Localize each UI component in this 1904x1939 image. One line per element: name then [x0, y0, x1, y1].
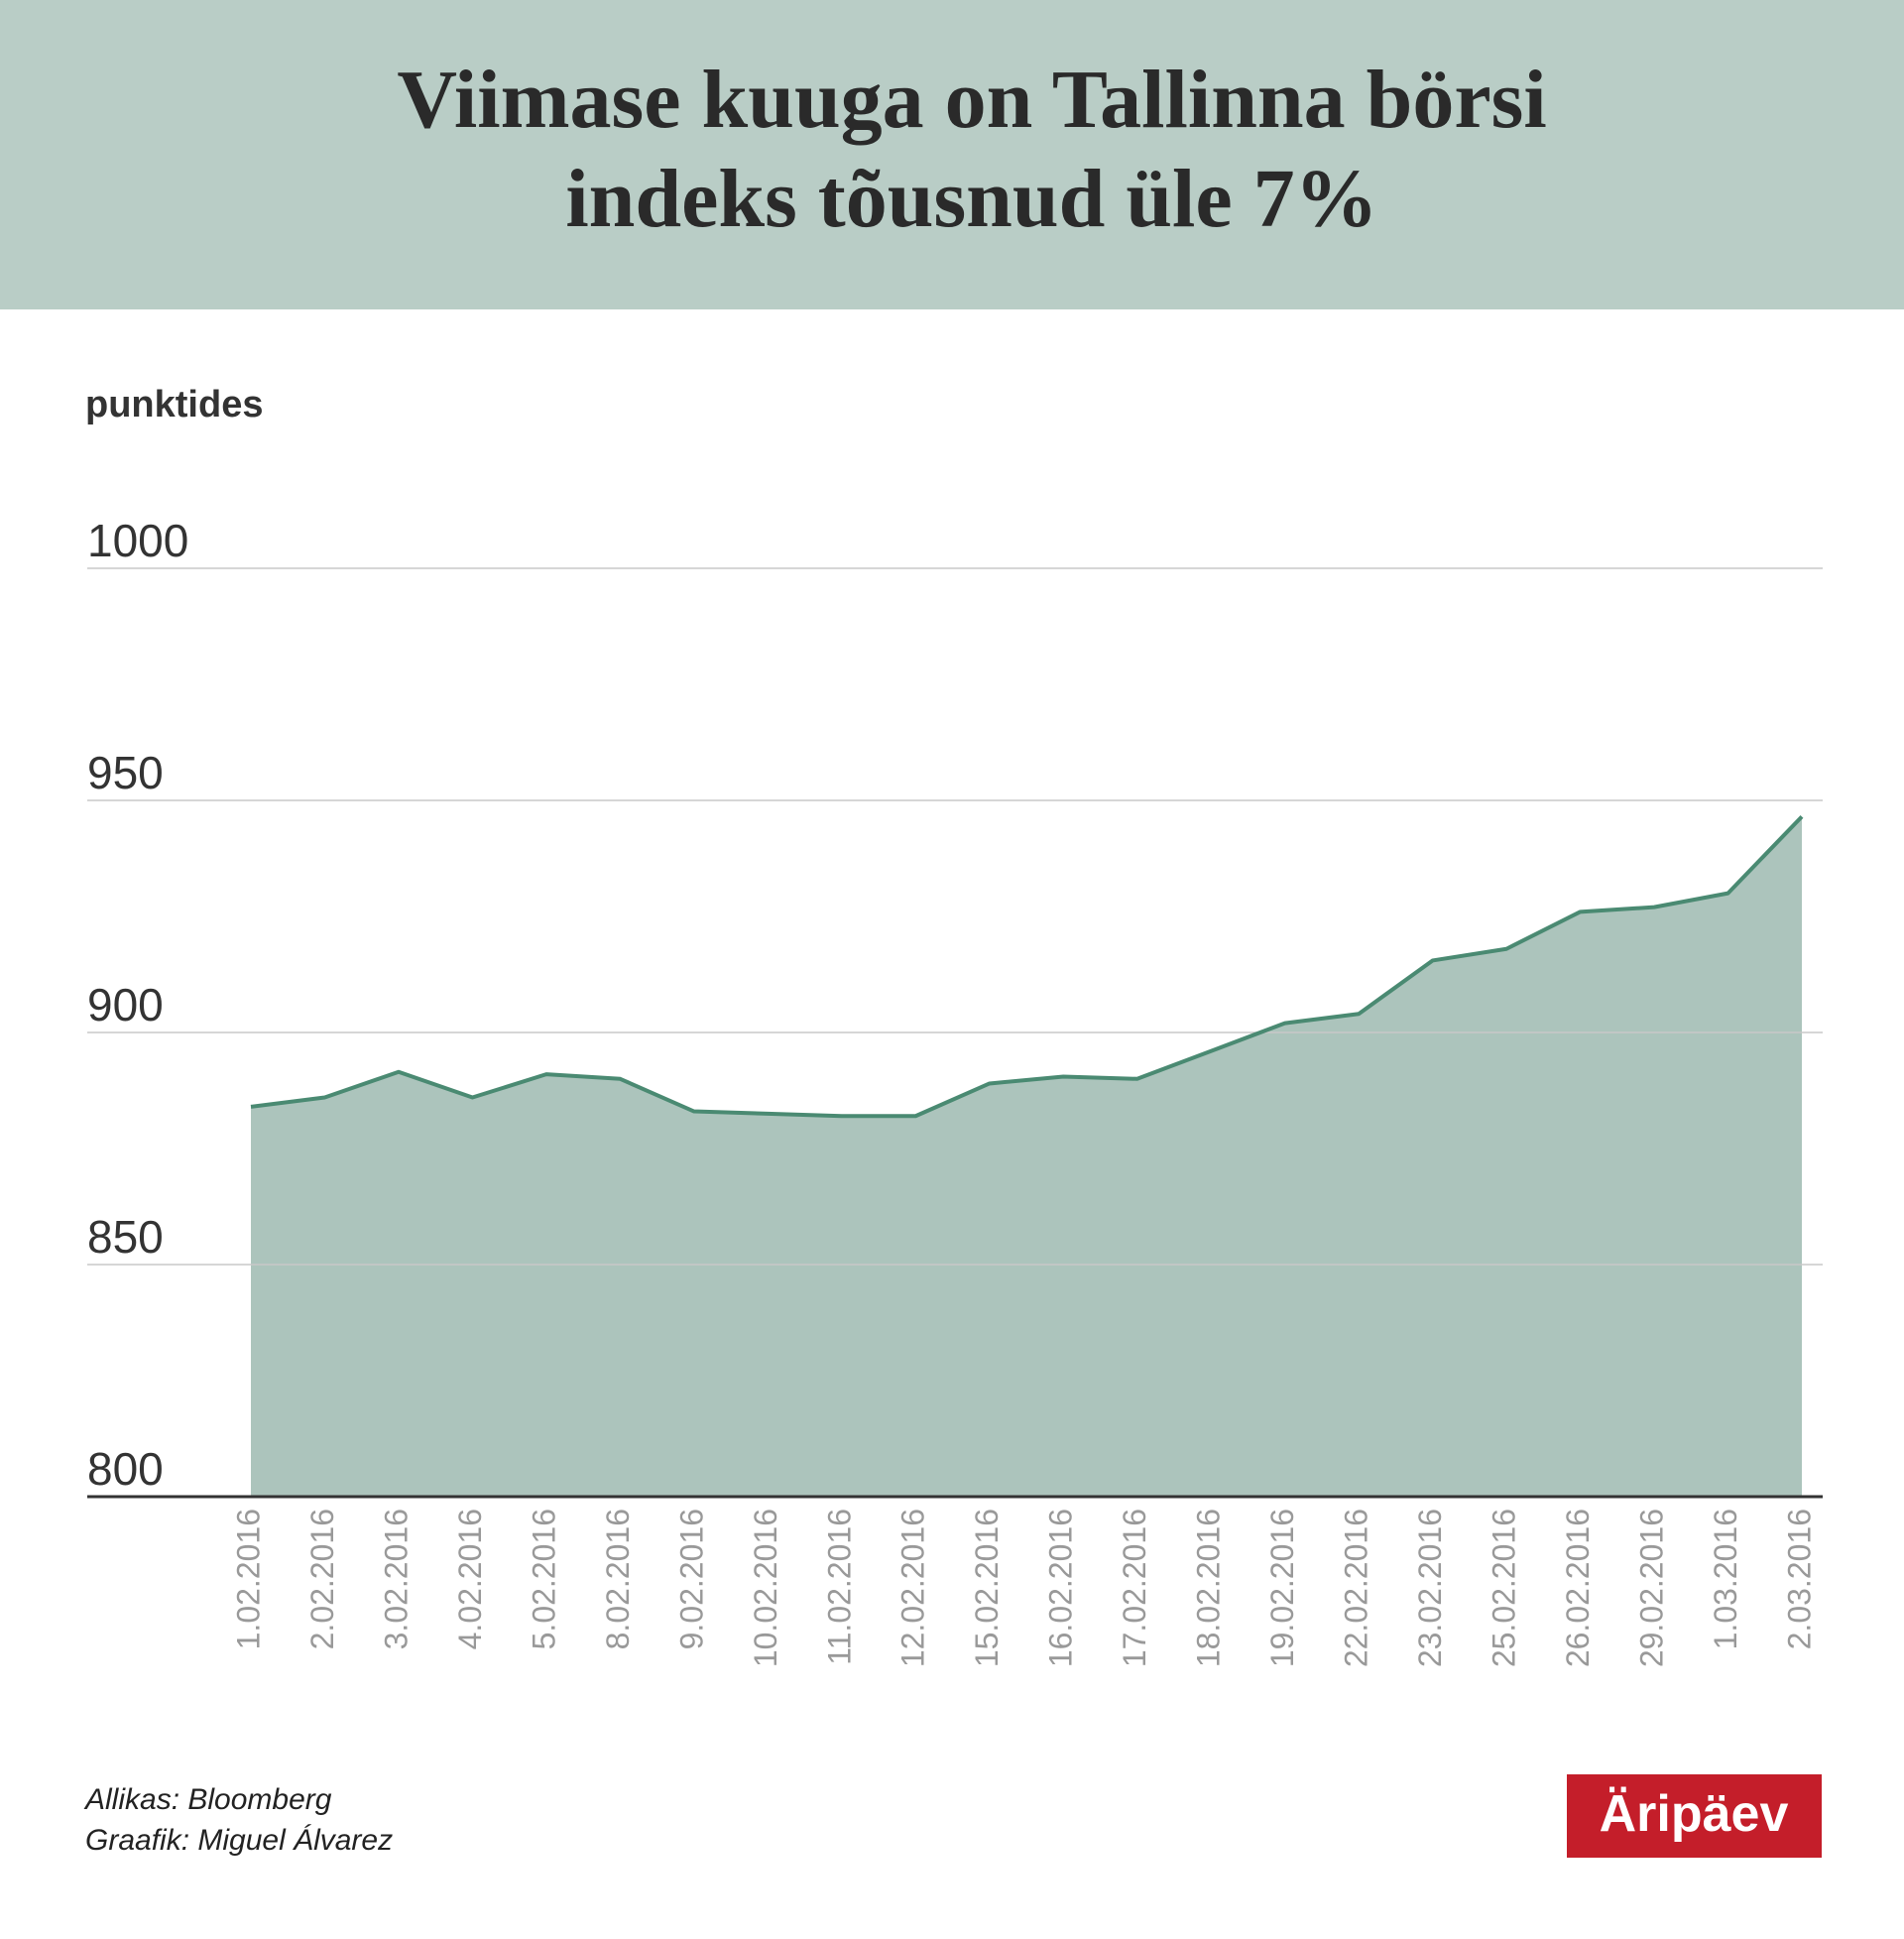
y-tick-label: 850	[87, 1211, 164, 1263]
x-tick-label: 10.02.2016	[748, 1509, 783, 1667]
y-tick-label: 1000	[87, 515, 188, 566]
source: Allikas: Bloomberg	[83, 1783, 332, 1816]
x-tick-label: 1.03.2016	[1708, 1509, 1743, 1649]
x-tick-label: 17.02.2016	[1117, 1509, 1152, 1667]
header	[0, 0, 1904, 309]
x-tick-label: 5.02.2016	[526, 1509, 561, 1649]
area	[251, 816, 1802, 1497]
x-tick-label: 18.02.2016	[1191, 1509, 1227, 1667]
chart-title: Viimase kuuga on Tallinna börsi indeks tõ…	[397, 54, 1546, 245]
plot: 800 850 900 950 1000 1.02.2016 2.02.2016 3.02.2…	[87, 515, 1823, 1667]
x-tick-label: 26.02.2016	[1560, 1509, 1596, 1667]
x-tick-label: 16.02.2016	[1043, 1509, 1079, 1667]
x-tick-label: 12.02.2016	[895, 1509, 931, 1667]
line	[250, 814, 1804, 1119]
x-tick-label: 8.02.2016	[600, 1509, 636, 1649]
y-tick-label: 950	[87, 747, 164, 798]
logo: Äripäev	[1600, 1785, 1789, 1843]
x-tick-label: 23.02.2016	[1412, 1509, 1448, 1667]
x-tick-label: 25.02.2016	[1487, 1509, 1522, 1667]
x-tick-label: 2.03.2016	[1781, 1509, 1817, 1649]
credit: Graafik: Miguel Álvarez	[85, 1824, 393, 1857]
x-tick-label: 11.02.2016	[821, 1509, 857, 1665]
logo-box	[1567, 1774, 1822, 1858]
y-axis-label: punktides	[85, 384, 263, 425]
x-tick-label: 29.02.2016	[1634, 1509, 1670, 1667]
x-tick-label: 22.02.2016	[1339, 1509, 1374, 1667]
x-tick-label: 4.02.2016	[452, 1509, 488, 1649]
x-tick-label: 19.02.2016	[1264, 1509, 1300, 1667]
x-tick-label: 2.02.2016	[304, 1509, 340, 1649]
x-tick-label: 1.02.2016	[230, 1509, 266, 1649]
y-tick-label: 800	[87, 1443, 164, 1495]
x-tick-label: 15.02.2016	[969, 1509, 1005, 1667]
y-tick-label: 900	[87, 979, 164, 1030]
x-tick-label: 3.02.2016	[378, 1509, 414, 1649]
x-tick-label: 9.02.2016	[673, 1509, 709, 1649]
